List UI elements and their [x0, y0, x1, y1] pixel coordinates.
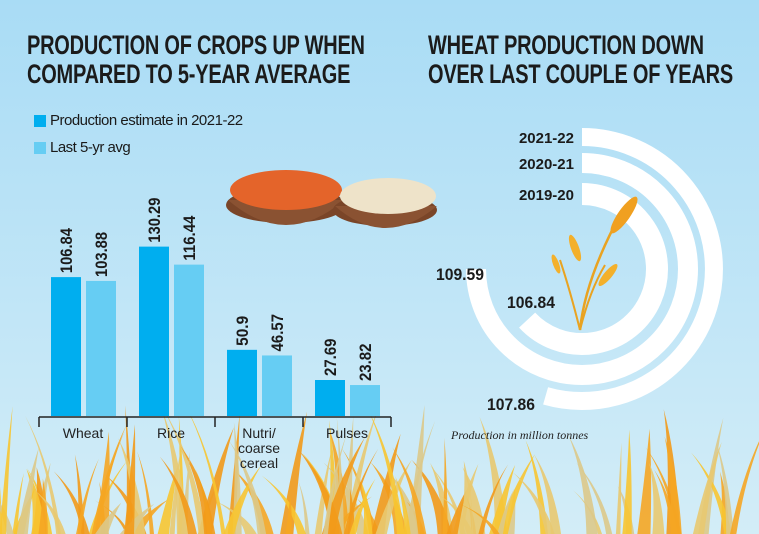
grass-blade — [691, 452, 733, 534]
bar-current — [315, 380, 345, 416]
grass-blade — [161, 409, 189, 534]
grass-blade — [664, 436, 682, 534]
grass-blade — [285, 494, 292, 534]
bar-value-label: 130.29 — [145, 198, 164, 243]
bar-average — [174, 264, 204, 416]
ring-year-label: 2021-22 — [519, 130, 574, 147]
ring-year-label: 2020-21 — [519, 156, 574, 173]
grass-blade — [615, 442, 622, 534]
grass-blade — [716, 443, 734, 534]
grass-blade — [124, 424, 136, 534]
bar-average — [86, 280, 116, 416]
bar-average — [350, 385, 380, 416]
grass-blade — [157, 464, 179, 534]
grass-blade — [730, 441, 759, 534]
grass-blade — [534, 454, 562, 534]
grass-blade — [33, 489, 66, 534]
grass-blade — [478, 464, 509, 534]
grass-blade — [489, 464, 516, 534]
ring-value-label: 109.59 — [436, 265, 484, 284]
grass-blade — [229, 440, 267, 534]
grass-blade — [336, 417, 344, 534]
grass-blade — [16, 447, 39, 534]
grain-bowls-illustration — [226, 170, 437, 228]
grass-blade — [184, 404, 226, 534]
ring-value-label: 106.84 — [507, 293, 555, 312]
bar-current — [227, 349, 257, 416]
grass-blade — [159, 456, 197, 534]
grass-blade — [95, 502, 122, 534]
grass-blade — [169, 447, 181, 534]
grass-blade — [323, 433, 347, 534]
legend-item-current: Production estimate in 2021-22 — [34, 112, 243, 129]
grass-blade — [407, 405, 425, 534]
grass-blade — [458, 503, 500, 534]
bar-average — [262, 355, 292, 416]
grass-blade — [649, 462, 665, 534]
bar-current — [51, 277, 81, 416]
grass-blade — [347, 488, 355, 534]
grass-blade — [568, 434, 598, 534]
ring-year-label: 2019-20 — [519, 187, 574, 204]
bar-value-label: 106.84 — [57, 228, 76, 273]
category-label: Wheat — [63, 425, 104, 441]
grass-blade — [349, 478, 376, 534]
bar-value-label: 50.9 — [233, 316, 252, 346]
grass-blade — [430, 462, 454, 534]
grass-blade — [215, 501, 257, 534]
grass-blade — [576, 462, 613, 534]
grass-blade — [692, 442, 722, 534]
category-label: Pulses — [326, 425, 368, 441]
grass-blade — [38, 478, 48, 534]
grass-blade — [94, 431, 110, 534]
bar-value-label: 46.57 — [268, 314, 287, 352]
grass-blade — [446, 489, 467, 534]
grass-blade — [367, 409, 405, 534]
ring-2020-21 — [466, 153, 698, 385]
grass-blade — [371, 433, 401, 534]
wheat-stalk-illustration — [551, 196, 638, 331]
grass-blade — [411, 459, 452, 534]
legend-swatch-average — [34, 141, 46, 154]
bar-value-label: 116.44 — [180, 215, 199, 260]
grass-blade — [180, 445, 216, 534]
bar-value-label: 23.82 — [356, 344, 375, 382]
grass-blade — [261, 475, 307, 534]
grass-blade — [297, 449, 343, 534]
right-title: WHEAT PRODUCTION DOWN OVER LAST COUPLE O… — [428, 30, 733, 89]
category-label: cereal — [240, 455, 278, 471]
legend-item-average: Last 5-yr avg — [34, 139, 131, 156]
grass-blade — [343, 407, 379, 534]
grass-blade — [162, 408, 207, 534]
category-label: Nutri/ — [242, 425, 276, 441]
ring-value-label: 107.86 — [487, 395, 535, 414]
grass-blade — [637, 428, 652, 534]
bar-current — [139, 246, 169, 416]
grass-blade — [12, 473, 24, 534]
bar-value-label: 27.69 — [321, 339, 340, 377]
grass-blade — [76, 458, 99, 534]
left-title: PRODUCTION OF CROPS UP WHEN COMPARED TO … — [27, 30, 365, 89]
category-label: coarse — [238, 440, 280, 456]
category-label: Rice — [157, 425, 185, 441]
bar-value-label: 103.88 — [92, 232, 111, 277]
grass-blade — [298, 481, 310, 534]
grass-blade — [512, 472, 555, 534]
ring-2021-22 — [543, 128, 723, 410]
grass-blade — [460, 460, 474, 534]
grass-blade — [497, 488, 515, 534]
grass-blade — [395, 476, 411, 534]
grass-blade — [442, 437, 448, 534]
unit-note: Production in million tonnes — [451, 428, 589, 442]
grass-decoration — [0, 404, 759, 534]
grass-blade — [137, 451, 154, 534]
grass-blade — [0, 406, 13, 534]
ring-2019-20 — [519, 183, 668, 355]
grass-blade — [622, 429, 632, 534]
legend-swatch-current — [34, 114, 46, 127]
grass-blade — [392, 447, 427, 534]
grass-blade — [360, 478, 373, 534]
